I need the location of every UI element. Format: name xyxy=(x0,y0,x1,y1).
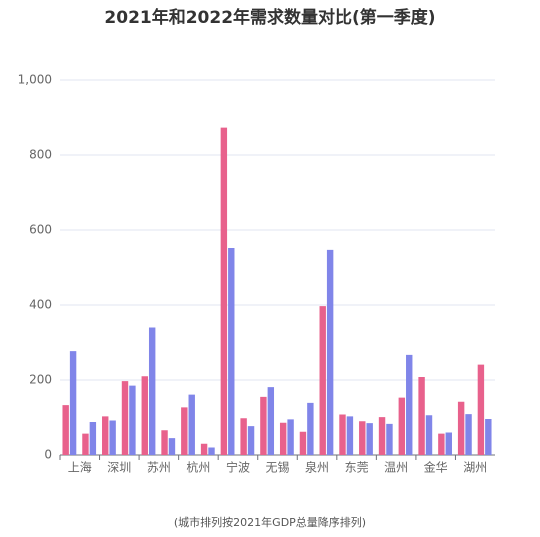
y-tick-label: 0 xyxy=(44,448,52,462)
bar xyxy=(477,364,485,455)
x-tick-label: 无锡 xyxy=(265,460,289,475)
bar xyxy=(240,418,247,455)
bar xyxy=(406,354,413,455)
bar xyxy=(200,443,208,455)
x-tick-label: 深圳 xyxy=(107,461,131,475)
y-tick-label: 200 xyxy=(29,373,52,387)
x-tick-label: 上海 xyxy=(68,460,92,475)
bar xyxy=(485,419,492,455)
bar xyxy=(82,433,89,455)
bar xyxy=(208,447,215,455)
bar xyxy=(267,387,275,455)
bar xyxy=(181,407,188,455)
bar xyxy=(457,401,465,455)
y-tick-label: 400 xyxy=(29,298,52,312)
x-tick-label: 湖州 xyxy=(463,460,487,475)
bar xyxy=(247,426,255,455)
bar xyxy=(418,377,425,455)
chart-title: 2021年和2022年需求数量对比(第一季度) xyxy=(104,7,435,28)
bar xyxy=(279,422,287,455)
bar xyxy=(220,127,228,455)
bar xyxy=(161,430,168,455)
x-tick-label: 宁波 xyxy=(226,460,250,475)
bar xyxy=(62,405,69,455)
bar xyxy=(359,421,366,455)
bar xyxy=(326,249,334,455)
bar xyxy=(129,385,136,455)
bar xyxy=(346,416,354,455)
bar xyxy=(148,327,156,455)
bar xyxy=(109,420,116,455)
bar xyxy=(287,419,294,455)
bar xyxy=(438,433,445,455)
bar xyxy=(141,376,148,455)
x-tick-label: 杭州 xyxy=(186,460,210,475)
y-tick-label: 1,000 xyxy=(18,73,52,87)
y-tick-label: 800 xyxy=(29,148,52,162)
bar xyxy=(102,416,109,455)
bar xyxy=(228,248,235,455)
x-tick-label: 苏州 xyxy=(147,461,171,475)
bar xyxy=(299,431,307,455)
bar xyxy=(386,423,393,455)
bar xyxy=(425,415,433,455)
bar xyxy=(366,423,373,455)
bar xyxy=(121,381,129,455)
bar xyxy=(307,402,314,455)
bar xyxy=(168,438,176,455)
bar xyxy=(69,351,77,455)
bar xyxy=(378,417,386,455)
x-tick-label: 金华 xyxy=(424,460,448,475)
x-tick-label: 泉州 xyxy=(305,461,329,475)
bar xyxy=(465,414,472,455)
bar xyxy=(398,397,406,455)
bar xyxy=(260,396,267,455)
x-tick-label: 温州 xyxy=(384,461,408,475)
bar xyxy=(339,414,346,455)
bar xyxy=(319,306,326,455)
y-tick-label: 600 xyxy=(29,223,52,237)
x-tick-label: 东莞 xyxy=(345,461,369,475)
bar xyxy=(188,394,195,455)
bar xyxy=(89,422,97,455)
chart-note: (城市排列按2021年GDP总量降序排列) xyxy=(174,515,366,529)
bar xyxy=(445,432,452,455)
